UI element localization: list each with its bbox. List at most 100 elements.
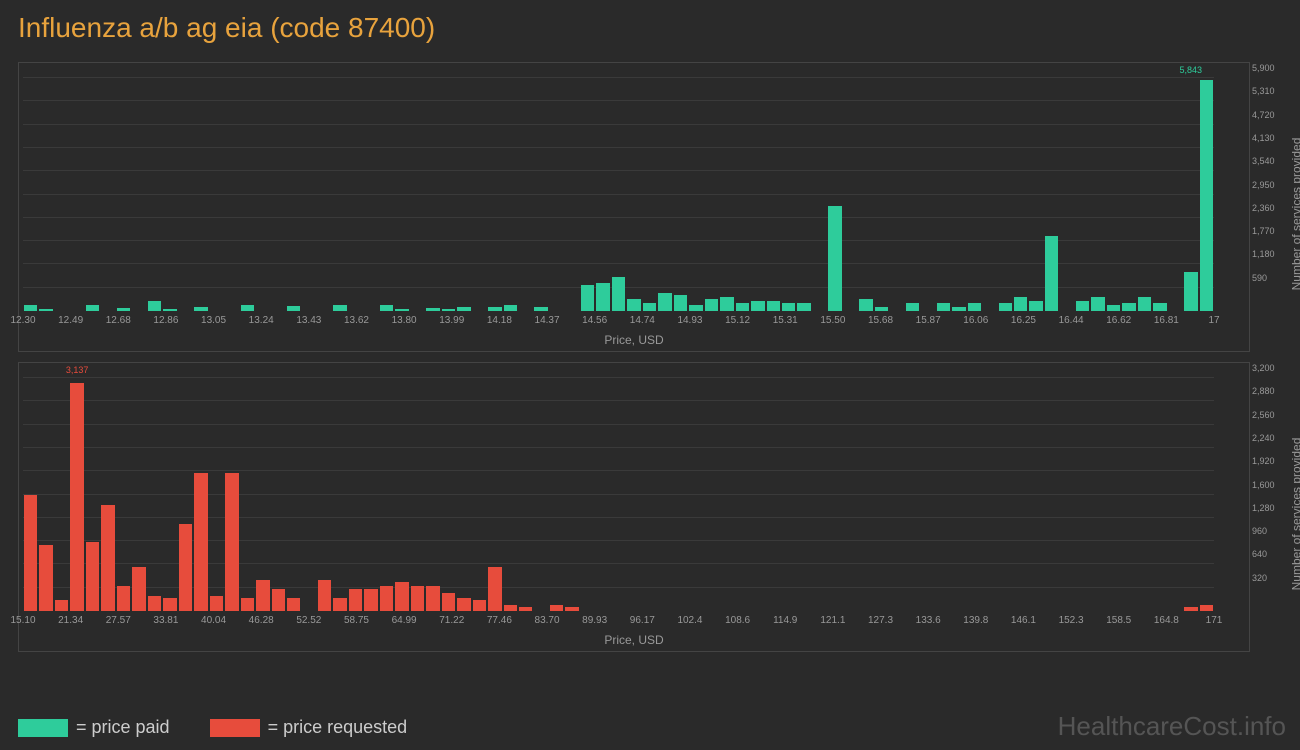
bar	[179, 524, 192, 611]
x-tick: 13.80	[392, 315, 417, 326]
x-tick: 71.22	[439, 615, 464, 626]
chart-requested: 3206409601,2801,6001,9202,2402,5602,8803…	[18, 362, 1250, 652]
bar	[442, 309, 455, 311]
x-tick: 102.4	[677, 615, 702, 626]
y-tick: 4,130	[1252, 133, 1275, 143]
x-tick: 15.50	[820, 315, 845, 326]
bar	[1107, 305, 1120, 311]
bar	[287, 598, 300, 611]
x-tick: 89.93	[582, 615, 607, 626]
bar	[1076, 301, 1089, 311]
bar	[1029, 301, 1042, 311]
x-tick: 83.70	[535, 615, 560, 626]
x-tick: 146.1	[1011, 615, 1036, 626]
bar	[194, 307, 207, 311]
bar	[241, 598, 254, 611]
y-tick: 1,280	[1252, 503, 1275, 513]
bar	[1153, 303, 1166, 311]
x-tick: 13.24	[249, 315, 274, 326]
bar	[55, 600, 68, 611]
bar	[581, 285, 594, 311]
bar	[24, 305, 37, 311]
bar	[488, 307, 501, 311]
x-tick: 164.8	[1154, 615, 1179, 626]
bar	[39, 309, 52, 311]
y-tick: 320	[1252, 573, 1267, 583]
x-tick: 13.43	[296, 315, 321, 326]
legend-label-paid: = price paid	[76, 717, 170, 738]
bar	[148, 596, 161, 611]
x-tick: 21.34	[58, 615, 83, 626]
y-tick: 4,720	[1252, 110, 1275, 120]
x-tick: 16.62	[1106, 315, 1131, 326]
bar	[1122, 303, 1135, 311]
legend-label-requested: = price requested	[268, 717, 408, 738]
x-tick: 15.10	[10, 615, 35, 626]
bar	[39, 545, 52, 611]
x-tick: 14.93	[677, 315, 702, 326]
bar	[565, 607, 578, 611]
y-tick: 640	[1252, 549, 1267, 559]
bar	[426, 308, 439, 311]
x-tick: 158.5	[1106, 615, 1131, 626]
y-tick: 1,600	[1252, 480, 1275, 490]
x-tick: 58.75	[344, 615, 369, 626]
bar	[395, 582, 408, 611]
x-tick: 15.12	[725, 315, 750, 326]
bar	[1091, 297, 1104, 311]
bar	[504, 605, 517, 611]
bar	[1184, 607, 1197, 611]
bar	[225, 473, 238, 611]
bar	[333, 305, 346, 311]
bar	[674, 295, 687, 311]
y-tick: 2,950	[1252, 180, 1275, 190]
bar	[828, 206, 841, 311]
bar	[937, 303, 950, 311]
bar	[797, 303, 810, 311]
y-tick: 5,310	[1252, 86, 1275, 96]
bar	[473, 600, 486, 611]
bar	[210, 596, 223, 611]
x-tick: 64.99	[392, 615, 417, 626]
y-tick: 3,200	[1252, 363, 1275, 373]
bar	[519, 607, 532, 611]
x-axis-label: Price, USD	[604, 633, 663, 647]
bar	[627, 299, 640, 311]
y-tick: 960	[1252, 526, 1267, 536]
bar	[442, 593, 455, 611]
bar	[426, 586, 439, 611]
y-tick: 1,770	[1252, 226, 1275, 236]
x-tick: 139.8	[963, 615, 988, 626]
bar	[596, 283, 609, 311]
x-tick: 12.86	[153, 315, 178, 326]
legend-paid: = price paid	[18, 717, 170, 738]
x-tick: 40.04	[201, 615, 226, 626]
y-tick: 5,900	[1252, 63, 1275, 73]
bar	[163, 309, 176, 311]
bar	[1184, 272, 1197, 311]
x-tick: 114.9	[773, 615, 797, 626]
y-tick: 1,180	[1252, 249, 1275, 259]
y-tick: 590	[1252, 273, 1267, 283]
bar	[751, 301, 764, 311]
x-axis-label: Price, USD	[604, 333, 663, 347]
bar	[70, 383, 83, 611]
y-tick: 3,540	[1252, 156, 1275, 166]
bar	[689, 305, 702, 311]
bar	[287, 306, 300, 311]
x-tick: 46.28	[249, 615, 274, 626]
x-tick: 17	[1208, 315, 1219, 326]
bar	[859, 299, 872, 311]
x-tick: 16.81	[1154, 315, 1179, 326]
x-tick: 14.18	[487, 315, 512, 326]
x-tick: 16.25	[1011, 315, 1036, 326]
bar	[999, 303, 1012, 311]
x-tick: 15.31	[773, 315, 798, 326]
bar	[643, 303, 656, 311]
bar	[194, 473, 207, 611]
y-tick: 2,360	[1252, 203, 1275, 213]
bar	[504, 305, 517, 311]
bar	[380, 305, 393, 311]
bar	[720, 297, 733, 311]
x-tick: 108.6	[725, 615, 750, 626]
